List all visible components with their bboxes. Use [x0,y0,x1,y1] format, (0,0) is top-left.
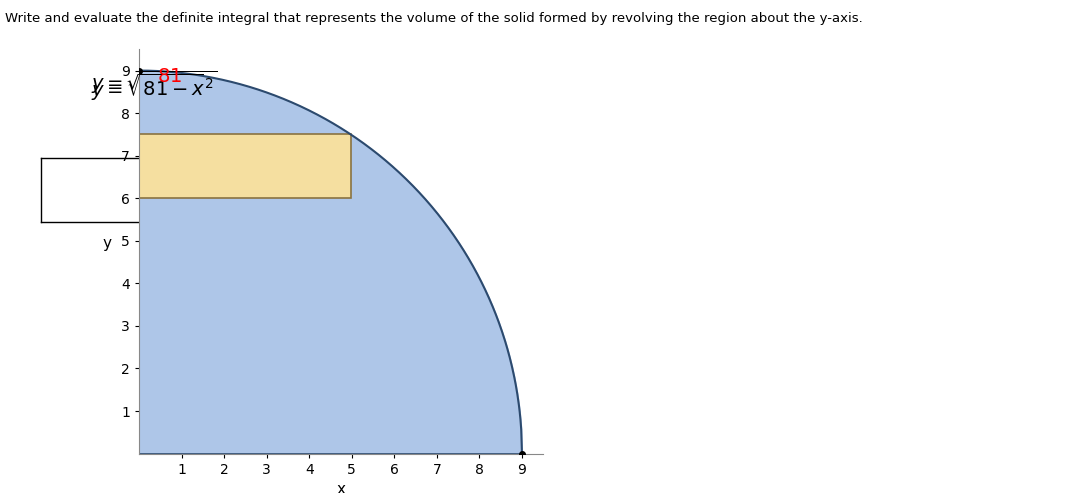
Text: $y = \sqrt{\ \ \ \ \ \ \ \ \ }$: $y = \sqrt{\ \ \ \ \ \ \ \ \ }$ [91,71,203,96]
Text: $81$: $81$ [158,67,182,86]
FancyBboxPatch shape [139,135,351,198]
Y-axis label: y: y [102,237,112,251]
Text: $y = \sqrt{81 - x^2}$: $y = \sqrt{81 - x^2}$ [91,69,217,103]
Text: Write and evaluate the definite integral that represents the volume of the solid: Write and evaluate the definite integral… [5,12,863,25]
X-axis label: x: x [337,482,345,493]
